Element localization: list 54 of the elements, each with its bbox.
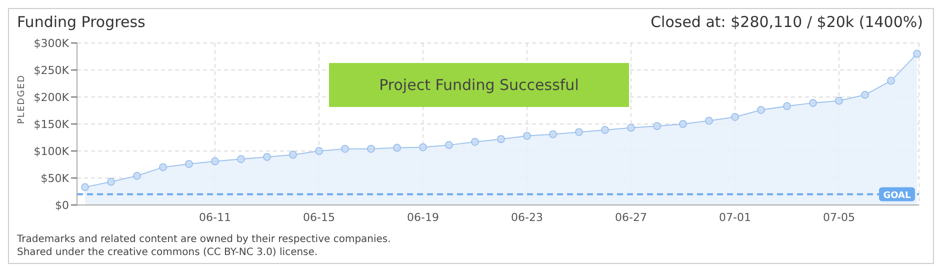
point (471, 138, 479, 146)
y-tick-label: $100K (34, 144, 70, 158)
x-tick-label: 06-15 (303, 210, 335, 224)
point (263, 152, 271, 161)
point (731, 112, 739, 121)
x-tick-label: 07-05 (823, 210, 855, 224)
y-tick-label: $300K (34, 36, 70, 50)
x-tick-label: 06-19 (407, 210, 439, 224)
ref-line-label: GOAL (883, 191, 912, 202)
point (783, 102, 791, 110)
point (705, 116, 713, 125)
point (419, 143, 427, 152)
chart-title: Funding Progress (17, 13, 146, 31)
x-tick-label: 06-23 (511, 210, 543, 224)
text: Trademarks and related content are owned by their respective companies. (17, 233, 391, 246)
point (211, 157, 219, 166)
point (289, 150, 297, 159)
y-tick-label: $0 (55, 198, 69, 212)
point (549, 130, 557, 138)
point (601, 126, 609, 134)
point (757, 106, 765, 114)
point (159, 163, 167, 172)
point (445, 141, 453, 150)
point (835, 96, 843, 105)
point (185, 160, 193, 168)
point (809, 98, 817, 107)
x-tick-label: 07-01 (719, 210, 751, 224)
point (523, 132, 531, 140)
point (497, 135, 505, 144)
point (679, 120, 687, 128)
y-axis-title: PLEDGED (17, 74, 28, 124)
text: Shared under the creative commons (CC BY-NC 3.0) license. (17, 246, 319, 259)
x-tick-label: 06-27 (615, 210, 647, 224)
point (237, 155, 245, 164)
point (107, 178, 115, 186)
y-tick-label: $50K (40, 172, 70, 185)
x-tick-label: 06-11 (199, 210, 231, 224)
point (575, 128, 583, 136)
point (81, 183, 89, 192)
y-tick-label: $200K (34, 90, 70, 104)
point (367, 144, 375, 153)
point (627, 124, 635, 132)
point (887, 76, 895, 85)
y-tick-label: $150K (34, 118, 70, 131)
chart-subtitle: Closed at: $280,110 / $20k (1400%) (650, 13, 923, 31)
point (133, 172, 141, 180)
point (861, 90, 869, 99)
point (315, 147, 323, 155)
y-tick-label: $250K (34, 64, 70, 77)
point (653, 122, 661, 130)
point (341, 144, 349, 153)
point (393, 144, 401, 152)
point (913, 50, 921, 58)
status-box: Project Funding Successful (329, 63, 629, 107)
